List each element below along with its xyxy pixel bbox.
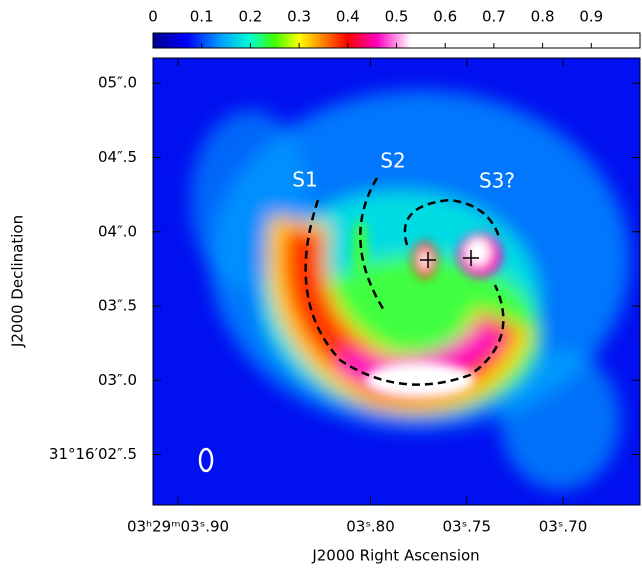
x-tick-label: 03ˢ.70 [539, 518, 588, 536]
frame [152, 57, 641, 506]
y-tick-label: 05″.0 [98, 74, 137, 92]
annotation: S2 [380, 149, 405, 173]
x-tick-label: 03ʰ29ᵐ03ˢ.90 [127, 518, 229, 536]
y-tick-label: 04″.0 [98, 222, 137, 240]
colorbar-tick-label: 0.1 [190, 8, 214, 26]
annotation: S1 [292, 168, 317, 192]
spiral-arm-s3 [403, 198, 502, 246]
intensity-map [153, 58, 640, 505]
source-cross [420, 250, 479, 268]
x-tick-label: 03ˢ.75 [442, 518, 491, 536]
x-tick-label: 03ˢ.80 [346, 518, 395, 536]
colorbar-tick-label: 0.8 [531, 8, 555, 26]
y-tick-label: 31°16′02″.5 [49, 445, 137, 463]
colorbar-tick-label: 0.6 [433, 8, 457, 26]
annotation: S3? [479, 169, 515, 193]
colorbar-tick-label: 0.7 [482, 8, 506, 26]
colorbar-tick-label: 0 [148, 8, 158, 26]
beam [198, 447, 214, 473]
colorbar-tick-label: 0.3 [287, 8, 311, 26]
y-tick-label: 03″.0 [98, 371, 137, 389]
spiral-arm-s1 [304, 199, 505, 386]
y-axis-label: J2000 Declination [9, 215, 27, 348]
colorbar-tick-label: 0.5 [385, 8, 409, 26]
colorbar-tick-label: 0.2 [238, 8, 262, 26]
spiral-arm-s2 [359, 177, 387, 313]
y-tick-label: 04″.5 [98, 148, 137, 166]
colorbar-tick-label: 0.9 [579, 8, 603, 26]
colorbar-tick-label: 0.4 [336, 8, 360, 26]
y-tick-label: 03″.5 [98, 297, 137, 315]
x-axis-label: J2000 Right Ascension [311, 547, 479, 565]
